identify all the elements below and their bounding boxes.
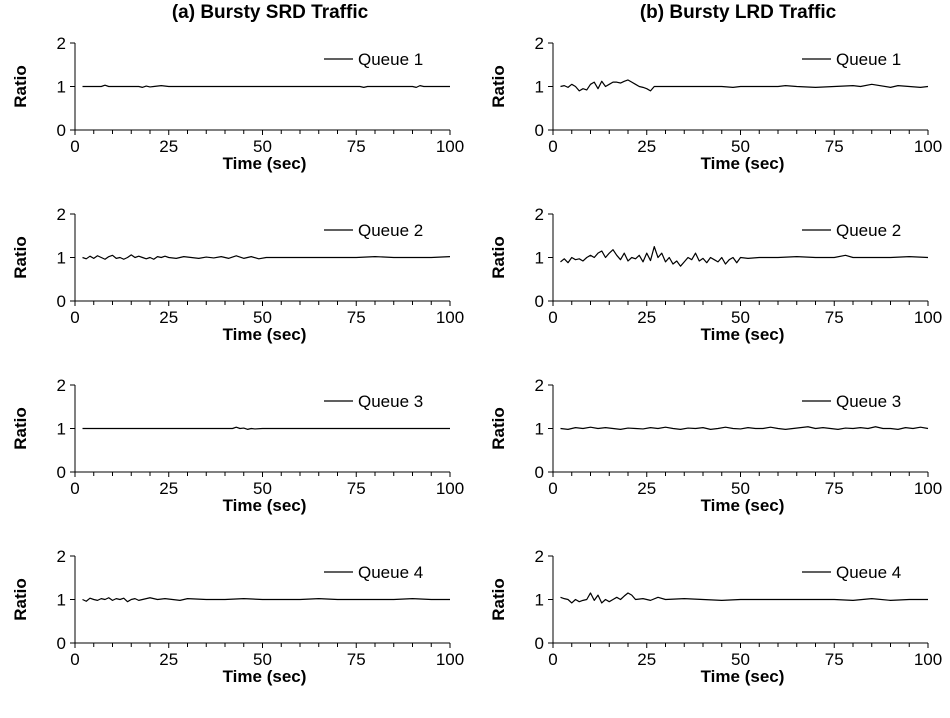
chart6-y-tick-label: 0 xyxy=(57,634,66,653)
chart6-y-tick-label: 2 xyxy=(57,547,66,566)
chart1-legend-label-0: Queue 1 xyxy=(836,50,901,69)
chart0-series-line-0 xyxy=(82,84,450,88)
chart0-y-tick-label: 1 xyxy=(57,78,66,97)
chart4-x-tick-label: 100 xyxy=(436,479,464,498)
chart6-y-axis-title: Ratio xyxy=(11,578,30,621)
chart3-x-tick-label: 0 xyxy=(548,308,557,327)
chart2-legend-label-0: Queue 2 xyxy=(358,221,423,240)
chart0-y-tick-label: 0 xyxy=(57,121,66,140)
chart5-x-tick-label: 75 xyxy=(825,479,844,498)
chart4-y-tick-label: 0 xyxy=(57,463,66,482)
chart4-x-tick-label: 50 xyxy=(253,479,272,498)
chart4-x-tick-label: 25 xyxy=(159,479,178,498)
chart5-series-line-0 xyxy=(560,426,929,430)
chart3-x-tick-label: 100 xyxy=(914,308,942,327)
chart6-x-axis-title: Time (sec) xyxy=(223,667,307,686)
chart1-y-tick-label: 1 xyxy=(535,78,544,97)
chart1-x-tick-label: 75 xyxy=(825,137,844,156)
chart7-x-tick-label: 100 xyxy=(914,650,942,669)
chart4-legend-label-0: Queue 3 xyxy=(358,392,423,411)
chart5-y-tick-label: 2 xyxy=(535,376,544,395)
chart0-x-tick-label: 50 xyxy=(253,137,272,156)
chart7-x-tick-label: 75 xyxy=(825,650,844,669)
chart1-x-tick-label: 100 xyxy=(914,137,942,156)
chart0-y-tick-label: 2 xyxy=(57,34,66,53)
chart2-x-tick-label: 100 xyxy=(436,308,464,327)
chart7-x-tick-label: 0 xyxy=(548,650,557,669)
chart7-y-axis-title: Ratio xyxy=(489,578,508,621)
chart4-x-tick-label: 0 xyxy=(70,479,79,498)
chart4-x-axis-title: Time (sec) xyxy=(223,496,307,515)
chart5-legend-label-0: Queue 3 xyxy=(836,392,901,411)
chart5-y-tick-label: 0 xyxy=(535,463,544,482)
chart5-x-axis-title: Time (sec) xyxy=(701,496,785,515)
chart4-y-tick-label: 2 xyxy=(57,376,66,395)
chart5-y-tick-label: 1 xyxy=(535,420,544,439)
chart0-x-tick-label: 0 xyxy=(70,137,79,156)
column-title-b: (b) Bursty LRD Traffic xyxy=(639,2,837,23)
chart1-x-tick-label: 25 xyxy=(637,137,656,156)
chart6-x-tick-label: 50 xyxy=(253,650,272,669)
chart3-y-tick-label: 1 xyxy=(535,249,544,268)
chart7-x-tick-label: 25 xyxy=(637,650,656,669)
chart2-y-tick-label: 2 xyxy=(57,205,66,224)
chart0-x-tick-label: 25 xyxy=(159,137,178,156)
chart7-x-axis-title: Time (sec) xyxy=(701,667,785,686)
chart2-x-tick-label: 25 xyxy=(159,308,178,327)
chart6-x-tick-label: 25 xyxy=(159,650,178,669)
chart7-legend-label-0: Queue 4 xyxy=(836,563,901,582)
chart7-x-tick-label: 50 xyxy=(731,650,750,669)
chart3-x-axis-title: Time (sec) xyxy=(701,325,785,344)
chart1-x-axis-title: Time (sec) xyxy=(701,154,785,173)
chart2-x-tick-label: 0 xyxy=(70,308,79,327)
chart3-x-tick-label: 50 xyxy=(731,308,750,327)
chart3-y-tick-label: 0 xyxy=(535,292,544,311)
chart2-y-tick-label: 1 xyxy=(57,249,66,268)
chart1-x-tick-label: 0 xyxy=(548,137,557,156)
chart5-x-tick-label: 50 xyxy=(731,479,750,498)
chart4-y-axis-title: Ratio xyxy=(11,407,30,450)
chart1-y-tick-label: 2 xyxy=(535,34,544,53)
chart3-y-tick-label: 2 xyxy=(535,205,544,224)
chart7-y-tick-label: 0 xyxy=(535,634,544,653)
chart5-y-axis-title: Ratio xyxy=(489,407,508,450)
chart1-y-tick-label: 0 xyxy=(535,121,544,140)
chart5-x-tick-label: 0 xyxy=(548,479,557,498)
chart4-series-line-0 xyxy=(82,426,450,430)
chart4-x-tick-label: 75 xyxy=(347,479,366,498)
chart3-legend-label-0: Queue 2 xyxy=(836,221,901,240)
chart0-x-tick-label: 75 xyxy=(347,137,366,156)
chart3-x-tick-label: 25 xyxy=(637,308,656,327)
chart7-y-tick-label: 1 xyxy=(535,591,544,610)
chart2-x-tick-label: 75 xyxy=(347,308,366,327)
chart6-x-tick-label: 75 xyxy=(347,650,366,669)
chart5-x-tick-label: 25 xyxy=(637,479,656,498)
chart5-x-tick-label: 100 xyxy=(914,479,942,498)
chart7-series-line-0 xyxy=(560,592,928,604)
chart3-x-tick-label: 75 xyxy=(825,308,844,327)
chart0-legend-label-0: Queue 1 xyxy=(358,50,423,69)
chart2-series-line-0 xyxy=(82,254,451,260)
chart0-y-axis-title: Ratio xyxy=(11,65,30,108)
chart4-y-tick-label: 1 xyxy=(57,420,66,439)
chart3-series-line-0 xyxy=(560,246,929,267)
chart2-y-axis-title: Ratio xyxy=(11,236,30,279)
chart2-y-tick-label: 0 xyxy=(57,292,66,311)
chart6-legend-label-0: Queue 4 xyxy=(358,563,423,582)
chart3-y-axis-title: Ratio xyxy=(489,236,508,279)
chart1-series-line-0 xyxy=(560,79,929,92)
chart6-x-tick-label: 100 xyxy=(436,650,464,669)
column-title-a: (a) Bursty SRD Traffic xyxy=(171,2,369,23)
chart2-x-axis-title: Time (sec) xyxy=(223,325,307,344)
chart1-x-tick-label: 50 xyxy=(731,137,750,156)
chart1-y-axis-title: Ratio xyxy=(489,65,508,108)
chart6-x-tick-label: 0 xyxy=(70,650,79,669)
chart2-x-tick-label: 50 xyxy=(253,308,272,327)
chart6-series-line-0 xyxy=(82,597,450,603)
chart0-x-axis-title: Time (sec) xyxy=(223,154,307,173)
chart6-y-tick-label: 1 xyxy=(57,591,66,610)
chart7-y-tick-label: 2 xyxy=(535,547,544,566)
chart0-x-tick-label: 100 xyxy=(436,137,464,156)
